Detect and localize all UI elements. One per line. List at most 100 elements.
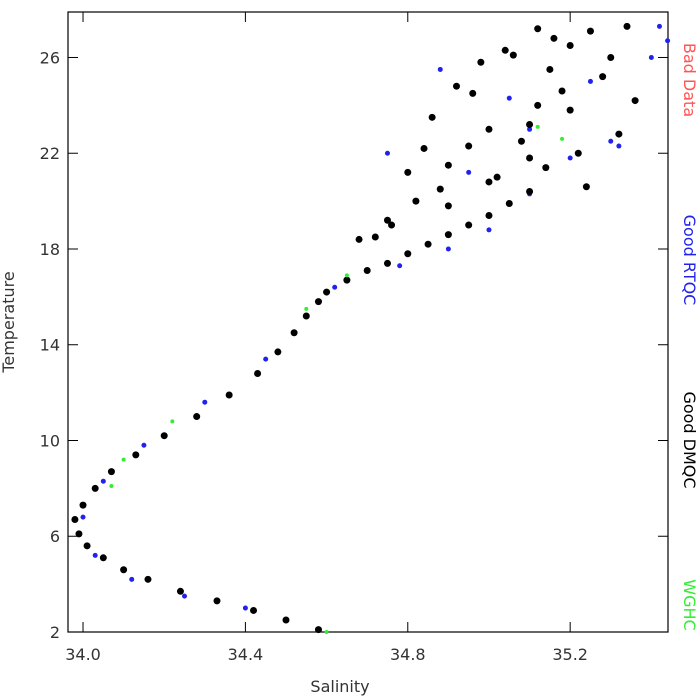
data-point <box>648 54 654 60</box>
data-point <box>91 484 99 492</box>
data-point <box>493 173 501 181</box>
data-point <box>304 306 309 311</box>
data-point <box>615 130 623 138</box>
data-point <box>83 542 91 550</box>
data-point <box>444 202 452 210</box>
data-point <box>371 233 379 241</box>
data-point <box>574 149 582 157</box>
data-point <box>485 211 493 219</box>
data-point <box>75 530 83 538</box>
data-point <box>526 121 534 129</box>
y-tick-label: 22 <box>40 144 60 163</box>
data-point <box>355 235 363 243</box>
data-point <box>129 576 135 582</box>
data-point <box>120 566 128 574</box>
data-point <box>506 95 512 101</box>
data-point <box>99 554 107 562</box>
data-point <box>314 298 322 306</box>
data-point <box>436 185 444 193</box>
data-point <box>225 391 233 399</box>
legend-entry: WGHC <box>680 579 699 630</box>
y-tick-label: 6 <box>50 527 60 546</box>
data-point <box>587 78 593 84</box>
data-point <box>107 468 115 476</box>
data-point <box>420 144 428 152</box>
data-point <box>282 616 290 624</box>
data-point <box>92 552 98 558</box>
data-point <box>566 106 574 114</box>
data-point <box>176 587 184 595</box>
y-axis-label: Temperature <box>0 271 18 373</box>
data-point <box>383 259 391 267</box>
data-point <box>344 273 349 278</box>
data-point <box>254 369 262 377</box>
data-point <box>424 240 432 248</box>
data-point <box>542 164 550 172</box>
data-point <box>404 168 412 176</box>
data-point <box>527 126 533 132</box>
data-point <box>631 97 639 105</box>
data-point <box>509 51 517 59</box>
data-point <box>607 53 615 61</box>
data-point <box>485 178 493 186</box>
data-point <box>343 276 351 284</box>
y-tick-label: 2 <box>50 623 60 642</box>
data-point <box>469 89 477 97</box>
x-tick-label: 34.4 <box>228 645 264 664</box>
data-point <box>79 501 87 509</box>
data-point <box>170 419 175 424</box>
data-point <box>560 136 565 141</box>
data-point <box>465 221 473 229</box>
data-point <box>452 82 460 90</box>
data-point <box>517 137 525 145</box>
data-point <box>71 515 79 523</box>
data-point <box>428 113 436 121</box>
data-point <box>665 38 671 44</box>
y-tick-label: 10 <box>40 431 60 450</box>
data-point <box>100 478 106 484</box>
data-point <box>534 101 542 109</box>
data-point <box>526 154 534 162</box>
data-point <box>314 626 322 634</box>
data-point <box>505 200 513 208</box>
data-point <box>132 451 140 459</box>
data-point <box>144 575 152 583</box>
x-tick-label: 35.2 <box>552 645 588 664</box>
data-point <box>332 284 338 290</box>
data-point <box>466 169 472 175</box>
data-point <box>397 263 403 269</box>
data-point <box>465 142 473 150</box>
data-point <box>656 23 662 29</box>
data-point <box>202 399 208 405</box>
data-point <box>141 442 147 448</box>
data-point <box>383 216 391 224</box>
data-point <box>586 27 594 35</box>
data-point <box>182 593 188 599</box>
data-point <box>567 155 573 161</box>
data-point <box>534 25 542 33</box>
data-point <box>290 329 298 337</box>
data-point <box>485 125 493 133</box>
data-point <box>616 143 622 149</box>
data-point <box>193 413 201 421</box>
data-point <box>323 288 331 296</box>
data-point <box>599 73 607 81</box>
legend-entry: Good DMQC <box>680 391 699 488</box>
data-point <box>242 605 248 611</box>
data-point <box>412 197 420 205</box>
legend-entry: Good RTQC <box>680 215 699 306</box>
data-point <box>582 183 590 191</box>
data-point <box>384 150 390 156</box>
data-point <box>558 87 566 95</box>
data-point <box>444 231 452 239</box>
x-axis-label: Salinity <box>310 677 369 696</box>
y-tick-label: 14 <box>40 336 60 355</box>
y-tick-label: 26 <box>40 48 60 67</box>
data-point <box>608 138 614 144</box>
data-point <box>250 606 258 614</box>
data-point <box>535 124 540 129</box>
plot-frame <box>67 11 669 633</box>
data-point <box>80 514 86 520</box>
data-point <box>121 457 126 462</box>
